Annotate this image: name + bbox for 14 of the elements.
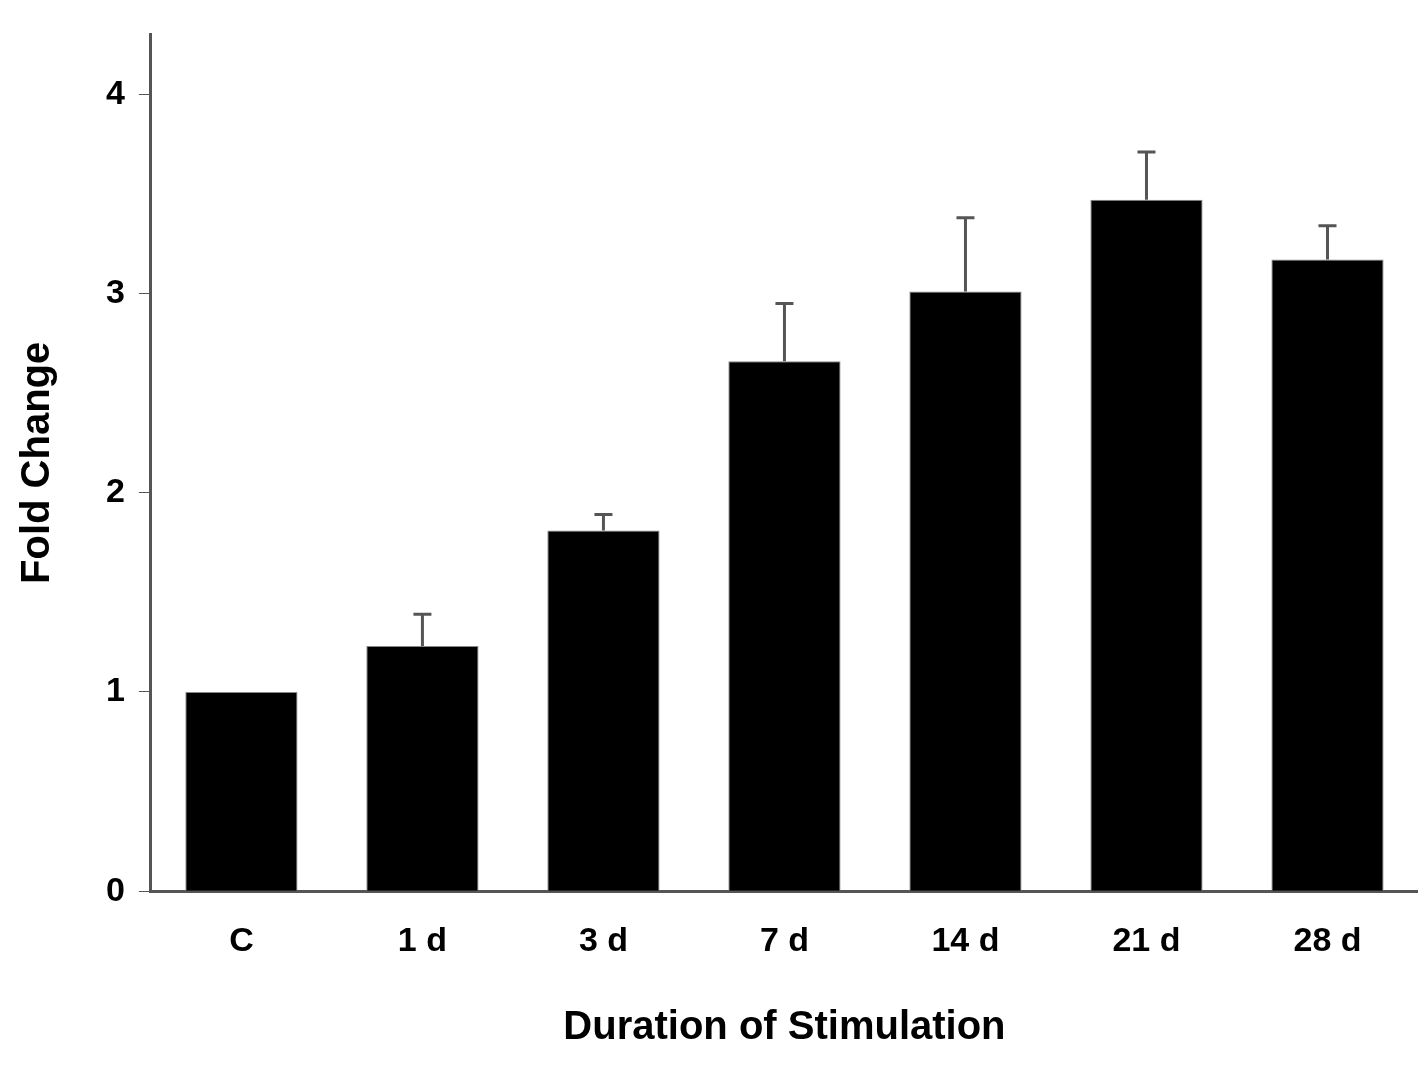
y-tick-label: 2 [105,471,125,510]
y-axis-title: Fold Change [13,341,58,584]
x-tick-label: 14 d [931,919,1000,958]
x-tick-label: 3 d [578,919,628,958]
x-tick-label: C [229,919,254,958]
y-tick-label: 0 [105,869,125,908]
y-tick-label: 4 [105,72,125,111]
y-tick-label: 1 [105,670,125,709]
x-tick-label: 1 d [397,919,447,958]
x-tick-label: 28 d [1293,919,1362,958]
x-axis-title: Duration of Stimulation [563,1003,1006,1048]
x-tick-label: 21 d [1112,919,1181,958]
y-tick-label: 3 [105,271,125,310]
x-tick-label: 7 d [759,919,810,958]
